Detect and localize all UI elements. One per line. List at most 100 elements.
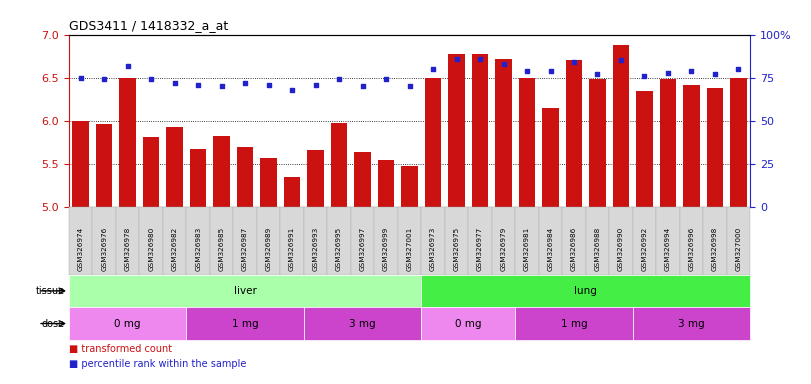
Point xyxy=(285,87,298,93)
Text: tissue: tissue xyxy=(36,286,65,296)
Text: 1 mg: 1 mg xyxy=(560,318,587,329)
Point xyxy=(474,56,487,62)
Text: liver: liver xyxy=(234,286,256,296)
Bar xyxy=(213,136,230,207)
Text: GSM326984: GSM326984 xyxy=(547,227,553,271)
Point xyxy=(497,61,510,67)
Text: GSM326978: GSM326978 xyxy=(125,227,131,271)
Text: GSM326986: GSM326986 xyxy=(571,227,577,271)
Bar xyxy=(190,149,206,207)
Point xyxy=(591,71,604,78)
Bar xyxy=(519,78,535,207)
Text: 0 mg: 0 mg xyxy=(455,318,482,329)
Text: dose: dose xyxy=(41,318,65,329)
Point xyxy=(427,66,440,72)
Point xyxy=(121,63,134,69)
Text: GSM326989: GSM326989 xyxy=(266,227,272,271)
Bar xyxy=(659,79,676,207)
Point xyxy=(638,73,651,79)
Point xyxy=(333,76,345,83)
Text: GSM326991: GSM326991 xyxy=(289,227,295,271)
Point xyxy=(732,66,745,72)
Text: GSM326993: GSM326993 xyxy=(312,227,319,271)
Text: GSM326982: GSM326982 xyxy=(172,227,178,271)
Bar xyxy=(119,78,136,207)
Point xyxy=(544,68,557,74)
Bar xyxy=(143,137,160,207)
Bar xyxy=(72,121,89,207)
Bar xyxy=(425,78,441,207)
Bar xyxy=(613,45,629,207)
Bar xyxy=(260,158,277,207)
Point xyxy=(450,56,463,62)
Text: GSM326974: GSM326974 xyxy=(78,227,84,271)
Point xyxy=(309,82,322,88)
Text: GSM326981: GSM326981 xyxy=(524,227,530,271)
Point xyxy=(191,82,204,88)
Bar xyxy=(401,166,418,207)
Text: ■ transformed count: ■ transformed count xyxy=(69,344,172,354)
Point xyxy=(521,68,534,74)
Point xyxy=(380,76,393,83)
Bar xyxy=(706,88,723,207)
Bar xyxy=(496,59,512,207)
Text: GSM326996: GSM326996 xyxy=(689,227,694,271)
Text: GSM326994: GSM326994 xyxy=(665,227,671,271)
Text: GSM326992: GSM326992 xyxy=(642,227,647,271)
Point xyxy=(262,82,275,88)
Text: GSM326987: GSM326987 xyxy=(242,227,248,271)
Text: 3 mg: 3 mg xyxy=(350,318,375,329)
Bar xyxy=(566,61,582,207)
Text: GSM326983: GSM326983 xyxy=(195,227,201,271)
Text: GSM326976: GSM326976 xyxy=(101,227,107,271)
Point xyxy=(215,83,228,89)
Point xyxy=(568,59,581,65)
Point xyxy=(97,76,110,83)
Bar xyxy=(590,79,606,207)
Text: lung: lung xyxy=(574,286,597,296)
Bar xyxy=(166,127,182,207)
Text: GSM326973: GSM326973 xyxy=(430,227,436,271)
Bar xyxy=(683,85,700,207)
Bar xyxy=(472,54,488,207)
Point xyxy=(615,58,628,64)
Point xyxy=(709,71,722,78)
Point xyxy=(403,83,416,89)
Text: GSM326999: GSM326999 xyxy=(383,227,389,271)
Point xyxy=(74,74,87,81)
Bar xyxy=(448,54,465,207)
Bar xyxy=(378,160,394,207)
Bar xyxy=(307,151,324,207)
Text: GSM326988: GSM326988 xyxy=(594,227,600,271)
Point xyxy=(356,83,369,89)
Point xyxy=(168,80,181,86)
Point xyxy=(144,76,157,83)
Text: GSM326998: GSM326998 xyxy=(712,227,718,271)
Text: GSM327001: GSM327001 xyxy=(406,227,413,271)
Text: 1 mg: 1 mg xyxy=(232,318,259,329)
Text: 3 mg: 3 mg xyxy=(678,318,705,329)
Point xyxy=(238,80,251,86)
Bar xyxy=(543,108,559,207)
Bar xyxy=(354,152,371,207)
Text: GSM326975: GSM326975 xyxy=(453,227,460,271)
Bar xyxy=(637,91,653,207)
Text: GSM326980: GSM326980 xyxy=(148,227,154,271)
Text: GSM326977: GSM326977 xyxy=(477,227,483,271)
Text: GSM326995: GSM326995 xyxy=(336,227,342,271)
Text: 0 mg: 0 mg xyxy=(114,318,141,329)
Bar xyxy=(96,124,113,207)
Point xyxy=(685,68,698,74)
Text: GSM326997: GSM326997 xyxy=(359,227,366,271)
Text: GDS3411 / 1418332_a_at: GDS3411 / 1418332_a_at xyxy=(69,19,228,32)
Bar xyxy=(331,123,347,207)
Text: GSM326979: GSM326979 xyxy=(500,227,507,271)
Text: GSM327000: GSM327000 xyxy=(736,227,741,271)
Point xyxy=(662,70,675,76)
Bar xyxy=(237,147,253,207)
Bar xyxy=(284,177,300,207)
Text: GSM326985: GSM326985 xyxy=(219,227,225,271)
Bar xyxy=(730,78,747,207)
Text: ■ percentile rank within the sample: ■ percentile rank within the sample xyxy=(69,359,247,369)
Text: GSM326990: GSM326990 xyxy=(618,227,624,271)
